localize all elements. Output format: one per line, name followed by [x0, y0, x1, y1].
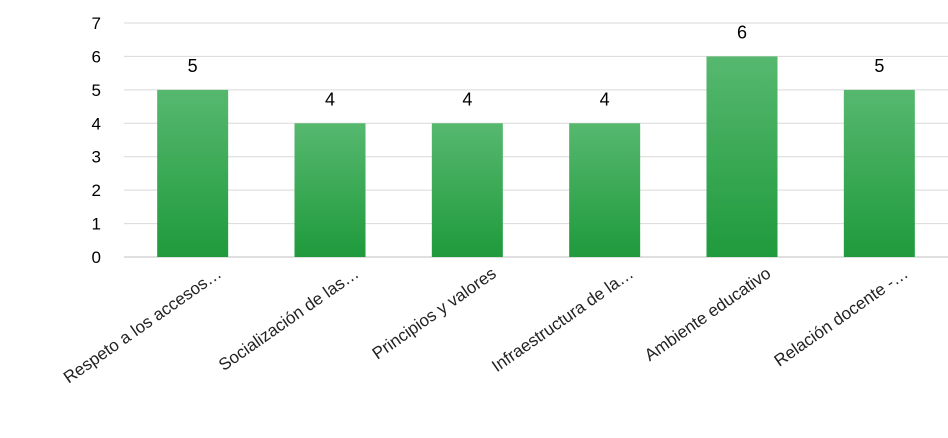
y-tick-label: 5	[92, 81, 101, 100]
bar	[843, 89, 915, 257]
grid-lines	[124, 22, 948, 258]
bar	[157, 89, 229, 257]
x-tick-label: Principios y valores	[369, 264, 500, 364]
bar	[294, 123, 366, 258]
bar	[431, 123, 503, 258]
data-label: 4	[600, 89, 610, 109]
x-tick-label: Respeto a los accesos…	[60, 264, 225, 387]
bar	[706, 56, 778, 257]
data-label: 4	[462, 89, 472, 109]
x-tick-label: Socialización de las…	[215, 264, 362, 375]
y-tick-label: 6	[92, 47, 101, 66]
y-tick-label: 7	[92, 14, 101, 33]
y-tick-label: 0	[92, 248, 101, 267]
bars	[157, 56, 915, 258]
y-tick-label: 4	[92, 114, 101, 133]
y-tick-label: 3	[92, 148, 101, 167]
data-label: 4	[325, 89, 335, 109]
y-tick-label: 1	[92, 215, 101, 234]
data-label: 5	[874, 56, 884, 76]
data-labels: 5 4 4 4 6 5	[188, 22, 885, 109]
category-labels: Respeto a los accesos…Socialización de l…	[60, 264, 912, 387]
y-tick-label: 2	[92, 181, 101, 200]
y-axis-ticks: 0 1 2 3 4 5 6 7	[92, 14, 101, 267]
x-tick-label: Ambiente educativo	[641, 264, 774, 365]
data-label: 6	[737, 22, 747, 42]
data-label: 5	[188, 56, 198, 76]
x-tick-label: Relación docente -…	[771, 264, 912, 371]
bar	[569, 123, 641, 258]
x-tick-label: Infraestructura de la…	[488, 264, 637, 376]
